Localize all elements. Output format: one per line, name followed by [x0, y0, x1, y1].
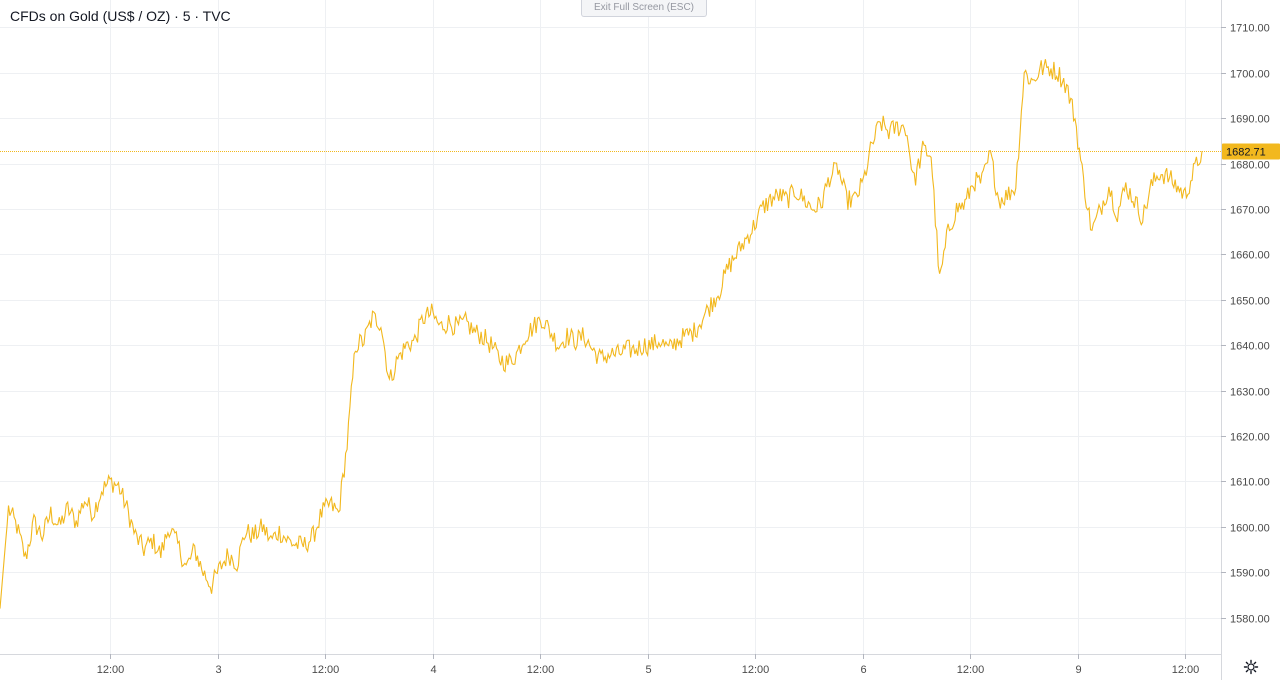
settings-button[interactable] — [1222, 654, 1280, 680]
exit-fullscreen-button[interactable]: Exit Full Screen (ESC) — [581, 0, 707, 17]
y-tick-label: 1580.00 — [1230, 614, 1270, 626]
x-tick-label: 6 — [860, 664, 866, 676]
last-price-tag: 1682.71 — [1222, 143, 1280, 160]
y-tick-label: 1700.00 — [1230, 69, 1270, 81]
y-tick-label: 1650.00 — [1230, 296, 1270, 308]
y-tick-label: 1660.00 — [1230, 250, 1270, 262]
y-tick-label: 1710.00 — [1230, 23, 1270, 35]
y-tick-label: 1690.00 — [1230, 114, 1270, 126]
x-tick-label: 12:00 — [742, 664, 770, 676]
chart-title: CFDs on Gold (US$ / OZ) · 5 · TVC — [10, 8, 231, 24]
y-tick-label: 1630.00 — [1230, 387, 1270, 399]
y-tick-label: 1620.00 — [1230, 432, 1270, 444]
price-series-line — [0, 59, 1203, 609]
y-axis[interactable]: 1580.00 1590.00 1600.00 1610.00 1620.00 1630.… — [1221, 23, 1270, 626]
y-tick-label: 1640.00 — [1230, 341, 1270, 353]
last-price-label: 1682.71 — [1226, 147, 1266, 159]
x-tick-label: 12:00 — [97, 664, 125, 676]
x-axis[interactable]: 12:00 3 12:00 4 12:00 5 12:00 6 12:00 9 12:00 — [97, 654, 1200, 676]
x-tick-label: 12:00 — [1172, 664, 1200, 676]
x-tick-label: 12:00 — [957, 664, 985, 676]
y-tick-label: 1680.00 — [1230, 160, 1270, 172]
gear-icon — [1243, 659, 1259, 675]
x-tick-label: 4 — [430, 664, 436, 676]
x-tick-label: 12:00 — [312, 664, 340, 676]
y-tick-label: 1600.00 — [1230, 523, 1270, 535]
chart-grid — [0, 0, 1221, 654]
y-tick-label: 1590.00 — [1230, 568, 1270, 580]
x-tick-label: 9 — [1075, 664, 1081, 676]
x-tick-label: 5 — [645, 664, 651, 676]
y-tick-label: 1670.00 — [1230, 205, 1270, 217]
y-tick-label: 1610.00 — [1230, 477, 1270, 489]
x-tick-label: 3 — [215, 664, 221, 676]
x-tick-label: 12:00 — [527, 664, 555, 676]
